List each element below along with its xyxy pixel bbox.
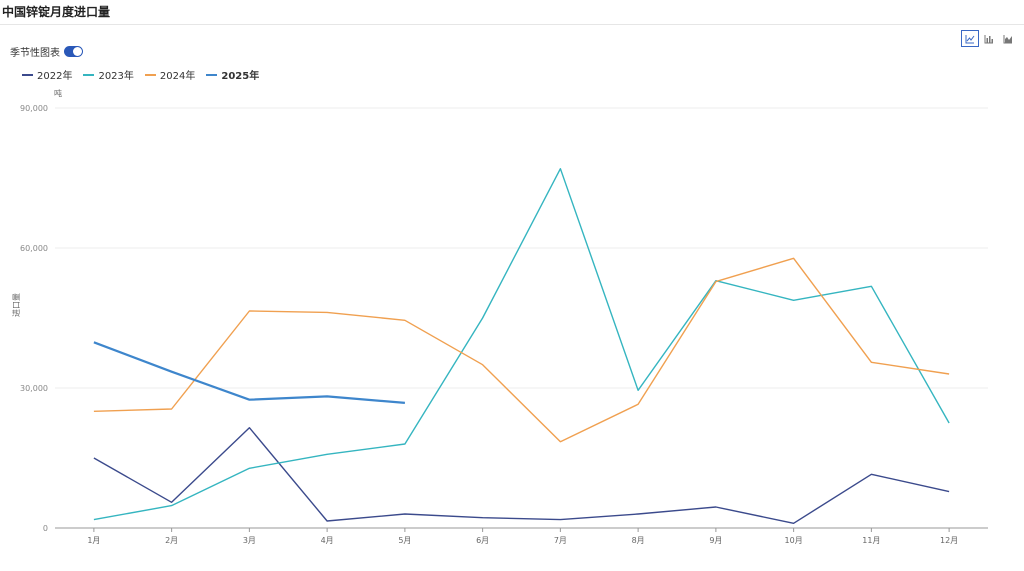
data-point	[404, 320, 405, 321]
data-point	[171, 371, 172, 372]
legend-item-0[interactable]: 2022年	[22, 67, 72, 82]
data-point	[93, 411, 94, 412]
x-tick-label: 11月	[862, 536, 880, 545]
page-title: 中国锌锭月度进口量	[2, 5, 111, 19]
x-tick-label: 12月	[940, 536, 958, 545]
series-line-0	[93, 427, 950, 524]
data-point	[404, 443, 405, 444]
legend-label: 2022年	[37, 71, 73, 82]
x-tick-label: 4月	[321, 536, 334, 545]
data-point	[949, 422, 950, 423]
data-point	[327, 396, 328, 397]
x-tick-label: 1月	[87, 536, 100, 545]
x-tick-label: 5月	[398, 536, 411, 545]
legend-item-1[interactable]: 2023年	[83, 67, 134, 82]
y-tick-label: 90,000	[20, 104, 48, 113]
data-point	[715, 506, 716, 507]
data-point	[949, 373, 950, 374]
chart-type-switcher	[961, 30, 1017, 47]
y-tick-label: 30,000	[20, 384, 48, 393]
area-chart-icon	[1003, 34, 1012, 43]
bar-chart-button[interactable]	[980, 30, 998, 47]
data-point	[482, 317, 483, 318]
y-tick-label: 0	[43, 524, 48, 533]
data-point	[482, 364, 483, 365]
data-point	[715, 280, 716, 281]
series-line-2	[93, 257, 950, 443]
x-tick-label: 3月	[243, 536, 256, 545]
series-line-3	[93, 341, 405, 404]
legend-swatch	[22, 73, 33, 76]
bar-chart-icon	[984, 34, 993, 43]
data-point	[871, 286, 872, 287]
data-point	[327, 520, 328, 521]
data-point	[482, 517, 483, 518]
data-point	[560, 441, 561, 442]
data-point	[949, 491, 950, 492]
data-point	[715, 281, 716, 282]
x-tick-label: 10月	[785, 536, 803, 545]
seasonal-toggle-label: 季节性图表	[10, 48, 60, 59]
data-point	[638, 513, 639, 514]
x-tick-label: 2月	[165, 536, 178, 545]
legend-swatch	[206, 73, 218, 76]
title-divider	[0, 24, 1024, 25]
seasonal-toggle-switch[interactable]	[64, 46, 83, 57]
legend-label: 2023年	[98, 71, 134, 82]
data-point	[638, 404, 639, 405]
data-point	[793, 300, 794, 301]
data-point	[249, 399, 250, 400]
data-point	[171, 505, 172, 506]
data-point	[871, 474, 872, 475]
area-chart-button[interactable]	[999, 30, 1017, 47]
data-point	[249, 468, 250, 469]
x-tick-label: 9月	[709, 536, 722, 545]
x-tick-label: 7月	[554, 536, 567, 545]
chart-legend: 2022年 2023年 2024年 2025年	[22, 67, 259, 82]
data-point	[404, 513, 405, 514]
line-chart-button[interactable]	[961, 30, 979, 47]
legend-label: 2025年	[221, 71, 260, 82]
data-point	[171, 502, 172, 503]
legend-label: 2024年	[159, 71, 196, 82]
data-point	[249, 427, 250, 428]
data-point	[638, 390, 639, 391]
legend-swatch	[83, 73, 95, 76]
data-point	[93, 342, 94, 343]
y-unit-label: 吨	[54, 88, 62, 98]
data-point	[793, 258, 794, 259]
legend-swatch	[144, 73, 156, 76]
seasonal-toggle-row: 季节性图表	[10, 44, 83, 59]
legend-item-3[interactable]: 2025年	[206, 67, 259, 82]
data-point	[327, 312, 328, 313]
data-point	[560, 519, 561, 520]
data-point	[871, 362, 872, 363]
data-point	[249, 310, 250, 311]
data-point	[93, 519, 94, 520]
x-tick-label: 8月	[632, 536, 645, 545]
x-tick-label: 6月	[476, 536, 489, 545]
series-line-1	[93, 168, 950, 521]
legend-item-2[interactable]: 2024年	[144, 67, 196, 82]
data-point	[327, 454, 328, 455]
data-point	[171, 408, 172, 409]
data-point	[93, 457, 94, 458]
data-point	[560, 168, 561, 169]
y-tick-label: 60,000	[20, 244, 48, 253]
data-point	[793, 523, 794, 524]
line-chart-icon	[965, 34, 975, 43]
y-axis-title: 进口量	[12, 293, 21, 317]
data-point	[404, 402, 405, 403]
